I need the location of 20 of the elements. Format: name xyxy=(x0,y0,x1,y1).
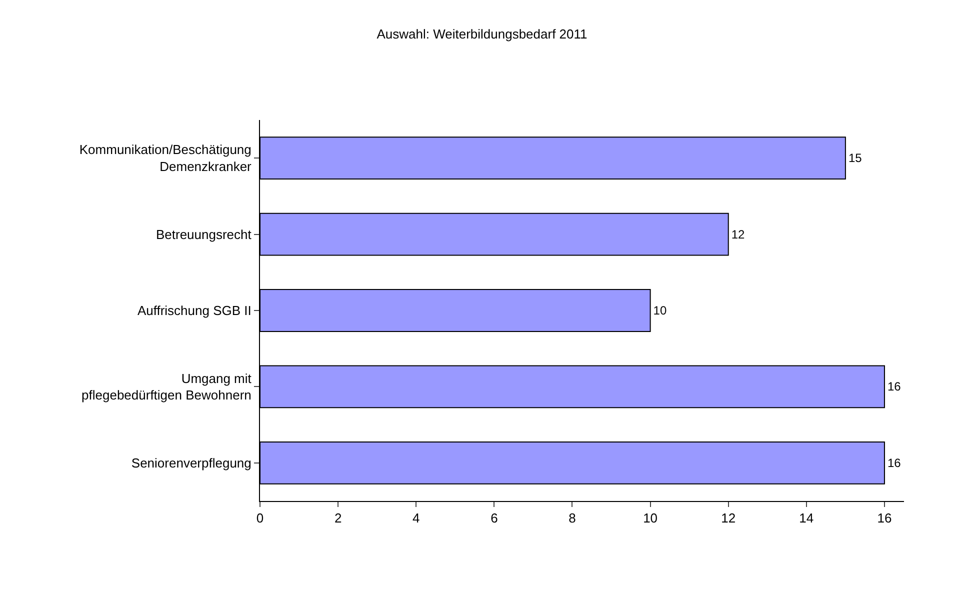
y-tick-label: Umgang mit pflegebedürftigen Bewohnern xyxy=(82,370,252,403)
x-tick-label: 16 xyxy=(877,510,892,526)
x-tick-label: 0 xyxy=(256,510,264,526)
x-tick-label: 10 xyxy=(643,510,658,526)
x-tick-label: 14 xyxy=(799,510,814,526)
data-label: 15 xyxy=(848,151,862,166)
data-label: 12 xyxy=(731,227,746,242)
x-tick-label: 12 xyxy=(721,510,736,526)
data-label: 10 xyxy=(653,304,667,318)
x-tick-label: 4 xyxy=(412,510,420,526)
data-label: 16 xyxy=(887,380,902,394)
x-tick-label: 2 xyxy=(334,510,342,526)
chart-title: Auswahl: Weiterbildungsbedarf 2011 xyxy=(376,26,588,42)
x-tick-label: 6 xyxy=(490,510,498,526)
x-tick-label: 8 xyxy=(568,510,576,526)
y-tick-label: Kommunikation/Beschätigung Demenzkranker xyxy=(79,142,252,174)
y-tick-label: Auffrischung SGB II xyxy=(137,303,252,318)
data-label: 16 xyxy=(887,456,902,470)
y-tick-label: Seniorenverpflegung xyxy=(131,455,252,470)
y-tick-label: Betreuungsrecht xyxy=(156,226,252,242)
